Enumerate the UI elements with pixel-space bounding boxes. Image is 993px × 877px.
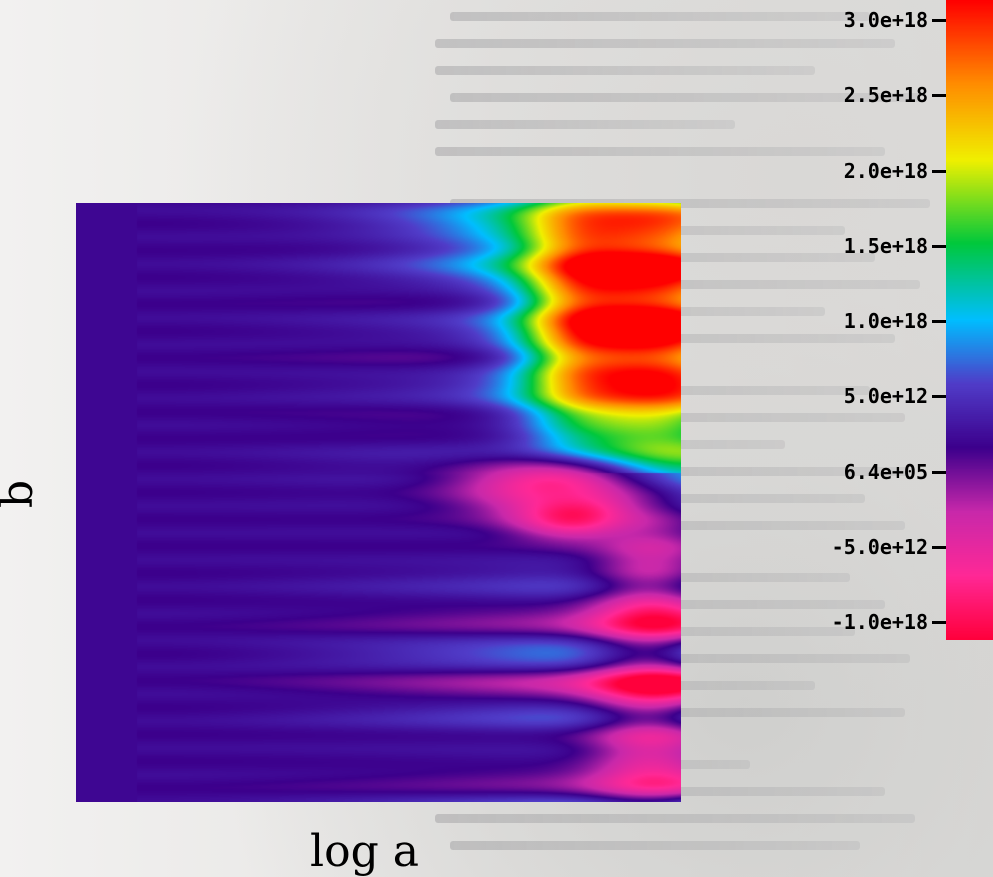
- colorbar-tick-mark: [932, 19, 946, 22]
- colorbar-tick-mark: [932, 320, 946, 323]
- colorbar-tick-mark: [932, 621, 946, 624]
- colorbar-tick-label: 6.4e+05: [843, 459, 928, 484]
- y-axis-label: b: [0, 480, 43, 508]
- heatmap-plot: [76, 203, 681, 802]
- ghost-text-line: [450, 841, 860, 850]
- ghost-text-line: [435, 120, 735, 129]
- colorbar-tick-label: 1.0e+18: [843, 309, 928, 333]
- colorbar-tick-mark: [932, 545, 946, 549]
- colorbar-tick-label: 1.5e+18: [843, 233, 928, 258]
- ghost-text-line: [450, 280, 920, 289]
- colorbar-tick-mark: [932, 470, 946, 474]
- colorbar-tick-label: -1.0e+18: [831, 610, 928, 634]
- colorbar-tick-label: 3.0e+18: [843, 8, 928, 32]
- ghost-text-line: [450, 93, 920, 102]
- colorbar-tick-mark: [932, 169, 946, 173]
- colorbar: [946, 0, 993, 640]
- colorbar-tick-mark: [932, 395, 946, 399]
- ghost-text-line: [435, 814, 915, 823]
- ghost-text-line: [435, 39, 895, 48]
- colorbar-tick-label: 5.0e+12: [843, 384, 928, 409]
- ghost-text-line: [435, 66, 815, 75]
- colorbar-tick-mark: [932, 94, 946, 98]
- ghost-text-line: [450, 12, 870, 21]
- x-axis-label: log a: [310, 826, 419, 877]
- ghost-text-line: [450, 199, 930, 208]
- ghost-text-line: [435, 147, 885, 156]
- colorbar-tick-label: 2.0e+18: [843, 158, 928, 183]
- colorbar-tick-label: -5.0e+12: [831, 534, 928, 559]
- colorbar-tick-label: 2.5e+18: [843, 83, 928, 108]
- colorbar-tick-mark: [932, 244, 946, 248]
